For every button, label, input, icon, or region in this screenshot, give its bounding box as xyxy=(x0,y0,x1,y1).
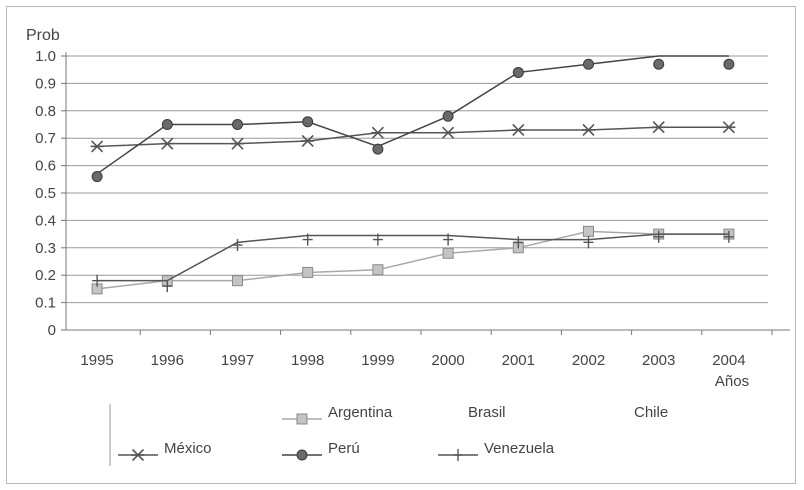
y-tick-label-0.1: 0.1 xyxy=(35,295,56,312)
x-tick-label-2000: 2000 xyxy=(431,352,464,369)
legend-item-chile: Chile xyxy=(634,404,668,421)
y-tick-label-0.2: 0.2 xyxy=(35,267,56,284)
legend-label-brasil: Brasil xyxy=(468,404,506,421)
point-per-2001 xyxy=(512,66,524,78)
y-tick-label-0.8: 0.8 xyxy=(35,103,56,120)
series-line-mxico xyxy=(97,126,729,148)
series-venezuela xyxy=(92,230,734,293)
legend-label-chile: Chile xyxy=(634,404,668,421)
legend-label-argentina: Argentina xyxy=(328,404,393,421)
point-venezuela-2004 xyxy=(723,230,734,243)
y-tick-label-1.0: 1.0 xyxy=(35,48,56,65)
series-line-argentina xyxy=(97,230,729,290)
legend-item-brasil: Brasil xyxy=(468,404,506,421)
y-tick-label-0: 0 xyxy=(48,322,56,339)
x-tick-label-2002: 2002 xyxy=(572,352,605,369)
y-tick-label-0.6: 0.6 xyxy=(35,158,56,175)
point-mxico-1998 xyxy=(301,134,315,148)
point-per-2003 xyxy=(653,58,665,70)
legend-swatch-marker xyxy=(131,448,145,462)
point-argentina-2002 xyxy=(583,225,594,237)
legend-item-venezuela: Venezuela xyxy=(438,440,555,461)
y-axis-ticks: 0 0.1 0.2 0.3 0.4 0.5 0.6 0.7 0.8 0.9 1.0 xyxy=(35,48,56,339)
y-tick-label-0.3: 0.3 xyxy=(35,240,56,257)
y-tick-label-0.4: 0.4 xyxy=(35,212,56,229)
point-venezuela-2001 xyxy=(513,236,524,249)
point-mxico-1995 xyxy=(90,140,104,153)
y-axis-label: Prob xyxy=(26,27,60,44)
x-tick-label-1998: 1998 xyxy=(291,352,324,369)
legend: Argentina Brasil Chile México Perú Venezuela xyxy=(109,404,668,466)
x-tick-label-2003: 2003 xyxy=(642,352,675,369)
point-per-1995 xyxy=(91,171,103,183)
point-argentina-1997 xyxy=(232,275,243,287)
legend-label-per: Perú xyxy=(328,440,360,457)
point-venezuela-1996 xyxy=(162,280,173,293)
point-argentina-2000 xyxy=(442,247,454,259)
point-venezuela-1998 xyxy=(302,233,313,246)
legend-label-venezuela: Venezuela xyxy=(484,440,555,457)
grid-lines xyxy=(66,55,768,304)
point-mxico-1997 xyxy=(231,137,244,150)
x-axis-ticks: 1995 1996 1997 1998 1999 2000 2001 2002 2003 2004 xyxy=(80,352,745,369)
point-mxico-2004 xyxy=(722,121,736,134)
point-mxico-2001 xyxy=(511,123,525,137)
point-venezuela-1995 xyxy=(92,274,103,287)
x-tick-label-2001: 2001 xyxy=(502,352,535,369)
series-mxico xyxy=(90,121,736,153)
point-venezuela-1997 xyxy=(232,239,243,252)
point-per-1998 xyxy=(302,116,314,128)
point-mxico-1999 xyxy=(371,126,385,139)
point-mxico-2003 xyxy=(652,121,666,134)
point-per-2002 xyxy=(583,58,594,70)
point-argentina-1998 xyxy=(302,266,314,278)
legend-swatch-marker xyxy=(296,413,308,425)
point-venezuela-2003 xyxy=(653,230,664,243)
point-venezuela-1999 xyxy=(372,233,383,246)
x-tick-label-1996: 1996 xyxy=(151,352,184,369)
point-per-1999 xyxy=(372,143,384,155)
series-layer xyxy=(90,55,736,295)
point-per-2004 xyxy=(723,58,735,70)
y-tick-label-0.9: 0.9 xyxy=(35,75,56,92)
point-per-1997 xyxy=(232,119,243,130)
x-axis-label: Años xyxy=(715,373,749,390)
legend-swatch-marker xyxy=(453,449,463,461)
point-venezuela-2000 xyxy=(443,233,454,246)
series-per xyxy=(91,55,735,183)
series-line-per xyxy=(96,55,729,175)
legend-item-argentina: Argentina xyxy=(282,404,393,425)
axes xyxy=(61,52,790,335)
chart-frame xyxy=(6,6,796,484)
legend-swatch-marker xyxy=(296,449,308,461)
y-tick-label-0.7: 0.7 xyxy=(35,130,56,147)
point-per-2000 xyxy=(442,110,454,122)
series-line-venezuela xyxy=(97,233,729,282)
point-mxico-2002 xyxy=(582,123,595,137)
y-tick-label-0.5: 0.5 xyxy=(35,185,56,202)
x-tick-label-1995: 1995 xyxy=(80,352,113,369)
point-argentina-1999 xyxy=(372,264,384,276)
x-tick-label-2004: 2004 xyxy=(712,352,745,369)
point-venezuela-2002 xyxy=(583,236,594,249)
legend-item-per: Perú xyxy=(282,440,360,461)
point-mxico-1996 xyxy=(160,137,174,150)
x-tick-label-1997: 1997 xyxy=(221,352,254,369)
legend-item-mxico: México xyxy=(118,440,212,462)
point-per-1996 xyxy=(161,119,173,130)
x-tick-label-1999: 1999 xyxy=(361,352,394,369)
point-mxico-2000 xyxy=(441,126,455,139)
legend-label-mxico: México xyxy=(164,440,212,457)
